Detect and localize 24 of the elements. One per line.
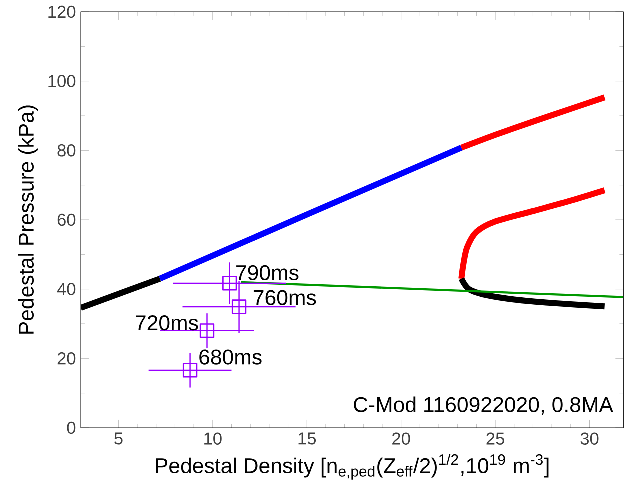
x-tick-label: 15 [298, 432, 316, 445]
annotation: 680ms [200, 350, 262, 365]
point [182, 363, 198, 378]
annotation: 720ms [136, 316, 198, 331]
x-tick-label: 10 [204, 432, 222, 445]
annotation: 760ms [254, 290, 316, 306]
text: Pedestal Density [n$_{e,ped}$(Z$_{eff}$/2)$^{1/2}$,10$^{19}$ m$^{-3}$] [156, 454, 549, 480]
y-axis-title: Pedestal Pressure (kPa) [18, 106, 38, 334]
x-tick-label: 25 [486, 432, 504, 445]
point [200, 324, 215, 338]
y-tick-label: 0 [67, 422, 76, 434]
y-tick-label: 100 [48, 75, 76, 88]
annotation: C-Mod 1160922020, 0.8MA [354, 396, 614, 415]
y-tick-label: 40 [57, 283, 76, 296]
y-tick-label: 80 [58, 144, 76, 157]
point [232, 300, 247, 314]
x-tick-label: 30 [580, 432, 599, 445]
x-tick-label: 5 [114, 432, 123, 445]
x-tick-label: 20 [392, 432, 410, 445]
y-tick-label: 120 [48, 6, 76, 18]
y-tick-label: 60 [58, 214, 76, 226]
point [222, 276, 238, 291]
annotation: 790ms [236, 265, 299, 280]
y-tick-label: 20 [58, 352, 76, 365]
